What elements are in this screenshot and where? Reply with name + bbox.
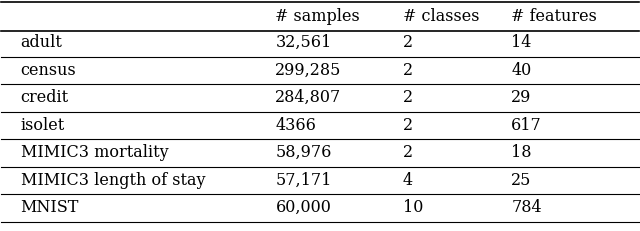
Text: 2: 2 — [403, 89, 413, 106]
Text: 40: 40 — [511, 62, 531, 79]
Text: 57,171: 57,171 — [275, 172, 332, 189]
Text: 284,807: 284,807 — [275, 89, 342, 106]
Text: MIMIC3 length of stay: MIMIC3 length of stay — [20, 172, 205, 189]
Text: census: census — [20, 62, 76, 79]
Text: 2: 2 — [403, 117, 413, 134]
Text: 60,000: 60,000 — [275, 199, 332, 216]
Text: 25: 25 — [511, 172, 532, 189]
Text: 4: 4 — [403, 172, 413, 189]
Text: MNIST: MNIST — [20, 199, 79, 216]
Text: 299,285: 299,285 — [275, 62, 342, 79]
Text: 29: 29 — [511, 89, 532, 106]
Text: 784: 784 — [511, 199, 542, 216]
Text: 14: 14 — [511, 34, 532, 51]
Text: MIMIC3 mortality: MIMIC3 mortality — [20, 144, 168, 161]
Text: 58,976: 58,976 — [275, 144, 332, 161]
Text: 4366: 4366 — [275, 117, 316, 134]
Text: 2: 2 — [403, 34, 413, 51]
Text: 10: 10 — [403, 199, 423, 216]
Text: isolet: isolet — [20, 117, 65, 134]
Text: adult: adult — [20, 34, 62, 51]
Text: 2: 2 — [403, 62, 413, 79]
Text: 32,561: 32,561 — [275, 34, 332, 51]
Text: 18: 18 — [511, 144, 532, 161]
Text: # features: # features — [511, 8, 597, 25]
Text: 2: 2 — [403, 144, 413, 161]
Text: 617: 617 — [511, 117, 542, 134]
Text: # classes: # classes — [403, 8, 479, 25]
Text: credit: credit — [20, 89, 68, 106]
Text: # samples: # samples — [275, 8, 360, 25]
